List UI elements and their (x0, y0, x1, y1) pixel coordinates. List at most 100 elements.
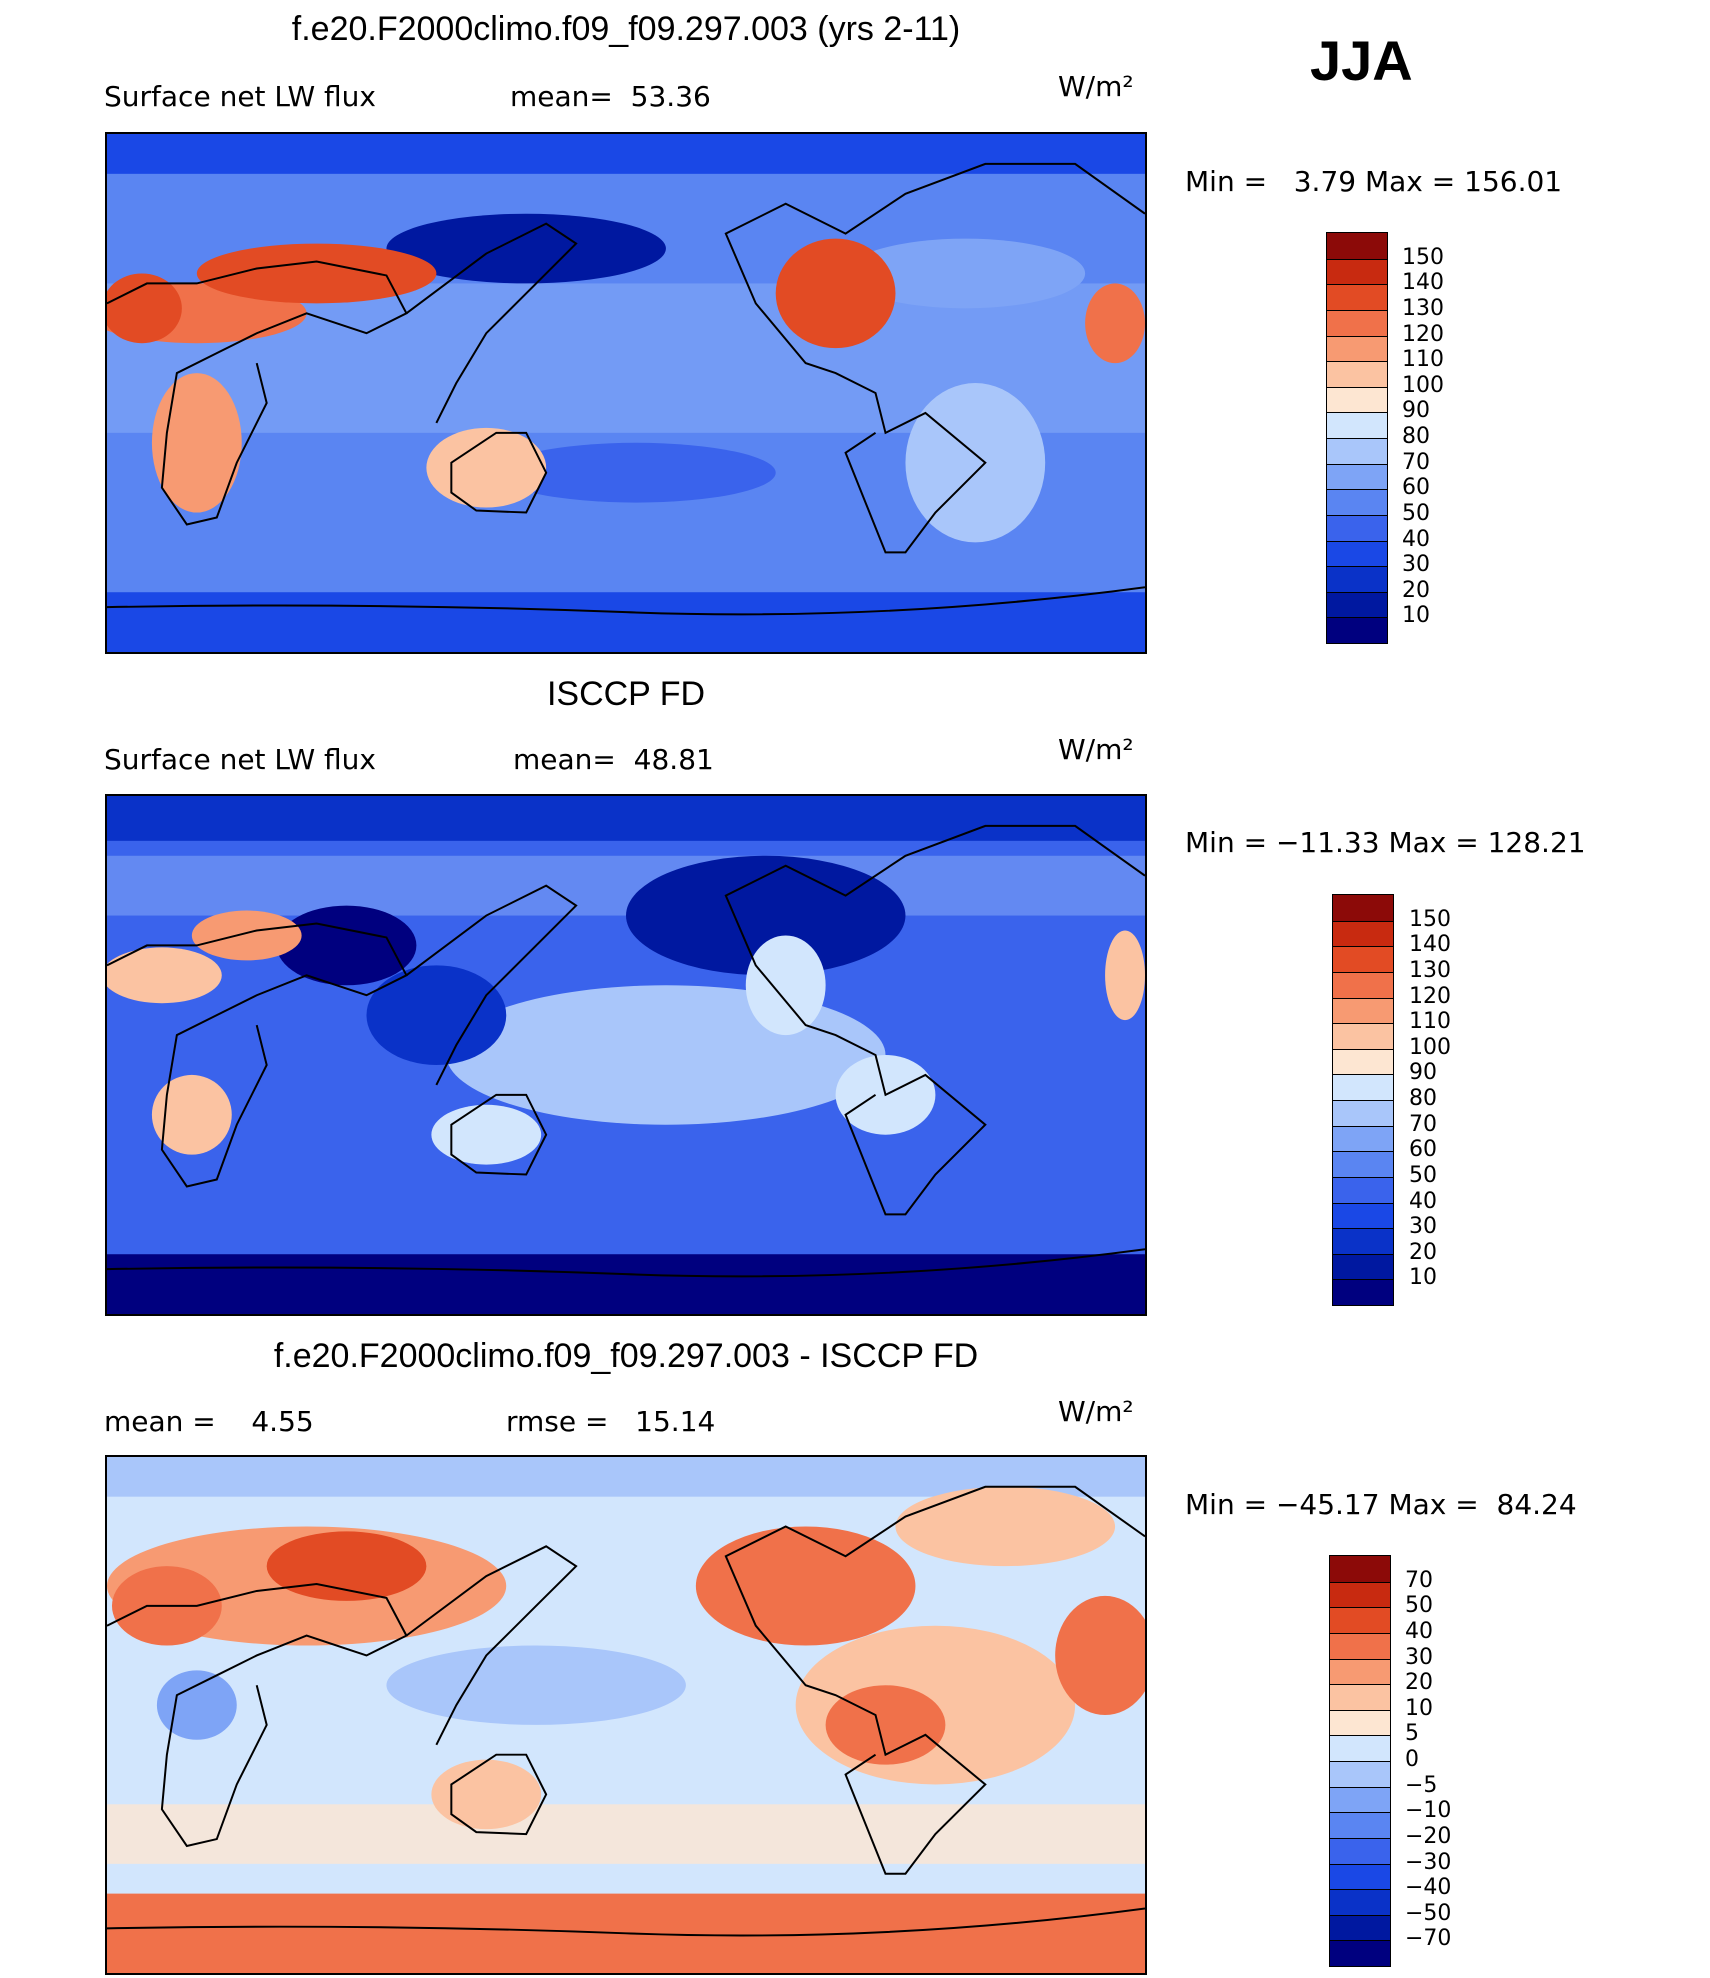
colorbar-cell (1333, 1202, 1393, 1229)
colorbar-cell (1333, 1048, 1393, 1075)
colorbar-cell (1327, 233, 1387, 259)
panel3-rmse-label: rmse = 15.14 (506, 1405, 716, 1438)
colorbar-tick-label: 100 (1402, 372, 1444, 398)
panel2-title: ISCCP FD (546, 675, 706, 713)
colorbar-cell (1327, 489, 1387, 515)
colorbar-tick-label: 70 (1402, 449, 1430, 475)
colorbar-cell (1333, 1023, 1393, 1049)
panel2-variable-label: Surface net LW flux (104, 743, 376, 776)
panel1-colorbar (1326, 232, 1388, 644)
colorbar-cell (1330, 1581, 1390, 1608)
colorbar-cell (1333, 946, 1393, 972)
colorbar-tick-label: 90 (1409, 1060, 1437, 1086)
colorbar-cell (1330, 1940, 1390, 1966)
colorbar-tick-label: 100 (1409, 1034, 1451, 1060)
colorbar-cell (1333, 1228, 1393, 1254)
colorbar-tick-label: −40 (1405, 1875, 1452, 1901)
colorbar-cell (1327, 617, 1387, 643)
panel3-map (105, 1455, 1147, 1975)
panel1-variable-label: Surface net LW flux (104, 80, 376, 113)
colorbar-tick-label: −30 (1405, 1849, 1452, 1875)
colorbar-tick-label: 140 (1409, 932, 1451, 958)
colorbar-tick-label: 130 (1409, 957, 1451, 983)
colorbar-cell (1330, 1786, 1390, 1813)
colorbar-cell (1330, 1709, 1390, 1736)
colorbar-cell (1327, 361, 1387, 387)
colorbar-tick-label: 70 (1405, 1567, 1433, 1593)
colorbar-cell (1327, 258, 1387, 285)
colorbar-cell (1330, 1556, 1390, 1582)
colorbar-cell (1330, 1837, 1390, 1864)
colorbar-tick-label: 80 (1402, 424, 1430, 449)
colorbar-cell (1327, 514, 1387, 541)
colorbar-cell (1333, 997, 1393, 1024)
panel3-minmax: Min = −45.17 Max = 84.24 (1185, 1488, 1577, 1521)
colorbar-cell (1330, 1658, 1390, 1685)
colorbar-cell (1327, 566, 1387, 592)
colorbar-cell (1327, 463, 1387, 490)
colorbar-tick-label: 50 (1405, 1593, 1433, 1619)
colorbar-tick-label: −20 (1405, 1823, 1452, 1849)
panel2-units: W/m² (1058, 733, 1134, 766)
panel1-minmax: Min = 3.79 Max = 156.01 (1185, 165, 1563, 198)
panel3-colorbar (1329, 1555, 1391, 1967)
colorbar-tick-label: −10 (1405, 1798, 1452, 1824)
colorbar-tick-label: 0 (1405, 1747, 1419, 1772)
colorbar-cell (1330, 1607, 1390, 1633)
colorbar-tick-label: 40 (1409, 1188, 1437, 1214)
panel1-map (105, 132, 1147, 654)
colorbar-cell (1327, 438, 1387, 464)
panel3-units: W/m² (1058, 1395, 1134, 1428)
colorbar-tick-label: −5 (1405, 1772, 1438, 1798)
panel2-colorbar-ticks: 150 140 130 120 110 100 90 80 70 60 50 40 30 20 10 (1409, 894, 1509, 1306)
colorbar-cell (1330, 1914, 1390, 1941)
colorbar-cell (1333, 1074, 1393, 1100)
colorbar-tick-label: 5 (1405, 1721, 1419, 1747)
panel2-mean-label: mean= 48.81 (513, 743, 714, 776)
colorbar-cell (1327, 386, 1387, 413)
colorbar-tick-label: 60 (1402, 475, 1430, 501)
colorbar-tick-label: 50 (1402, 500, 1430, 526)
panel1-units: W/m² (1058, 70, 1134, 103)
colorbar-tick-label: 150 (1409, 906, 1451, 932)
colorbar-tick-label: 70 (1409, 1111, 1437, 1137)
colorbar-cell (1333, 1151, 1393, 1177)
panel1-colorbar-ticks: 150 140 130 120 110 100 90 80 70 60 50 40 30 20 10 (1402, 232, 1502, 644)
panel1-title: f.e20.F2000climo.f09_f09.297.003 (yrs 2-… (291, 10, 961, 48)
panel1-mean-label: mean= 53.36 (510, 80, 711, 113)
colorbar-cell (1333, 1176, 1393, 1203)
colorbar-cell (1330, 1735, 1390, 1761)
colorbar-tick-label: 50 (1409, 1162, 1437, 1188)
colorbar-tick-label: −70 (1405, 1926, 1452, 1952)
colorbar-cell (1330, 1632, 1390, 1659)
colorbar-tick-label: 10 (1405, 1695, 1433, 1721)
colorbar-cell (1327, 309, 1387, 336)
colorbar-cell (1333, 1125, 1393, 1152)
colorbar-cell (1327, 540, 1387, 567)
colorbar-tick-label: 40 (1405, 1618, 1433, 1644)
panel2-map (105, 794, 1147, 1316)
colorbar-tick-label: 20 (1402, 577, 1430, 603)
colorbar-tick-label: 30 (1405, 1644, 1433, 1670)
colorbar-tick-label: 90 (1402, 398, 1430, 424)
colorbar-tick-label: 130 (1402, 295, 1444, 321)
colorbar-cell (1333, 971, 1393, 998)
colorbar-tick-label: 20 (1409, 1239, 1437, 1265)
colorbar-tick-label: 120 (1402, 321, 1444, 347)
colorbar-cell (1333, 1100, 1393, 1126)
colorbar-cell (1327, 591, 1387, 618)
colorbar-tick-label: 30 (1409, 1214, 1437, 1240)
colorbar-tick-label: 110 (1409, 1009, 1451, 1035)
colorbar-cell (1330, 1761, 1390, 1787)
colorbar-tick-label: 10 (1409, 1265, 1437, 1291)
colorbar-tick-label: 60 (1409, 1137, 1437, 1163)
colorbar-cell (1333, 1253, 1393, 1280)
season-label: JJA (1310, 29, 1413, 92)
colorbar-cell (1327, 412, 1387, 438)
colorbar-cell (1327, 284, 1387, 310)
colorbar-cell (1330, 1684, 1390, 1710)
colorbar-tick-label: 30 (1402, 552, 1430, 578)
panel3-mean-label: mean = 4.55 (104, 1405, 314, 1438)
panel3-title: f.e20.F2000climo.f09_f09.297.003 - ISCCP… (273, 1337, 979, 1375)
colorbar-tick-label: −50 (1405, 1900, 1452, 1926)
